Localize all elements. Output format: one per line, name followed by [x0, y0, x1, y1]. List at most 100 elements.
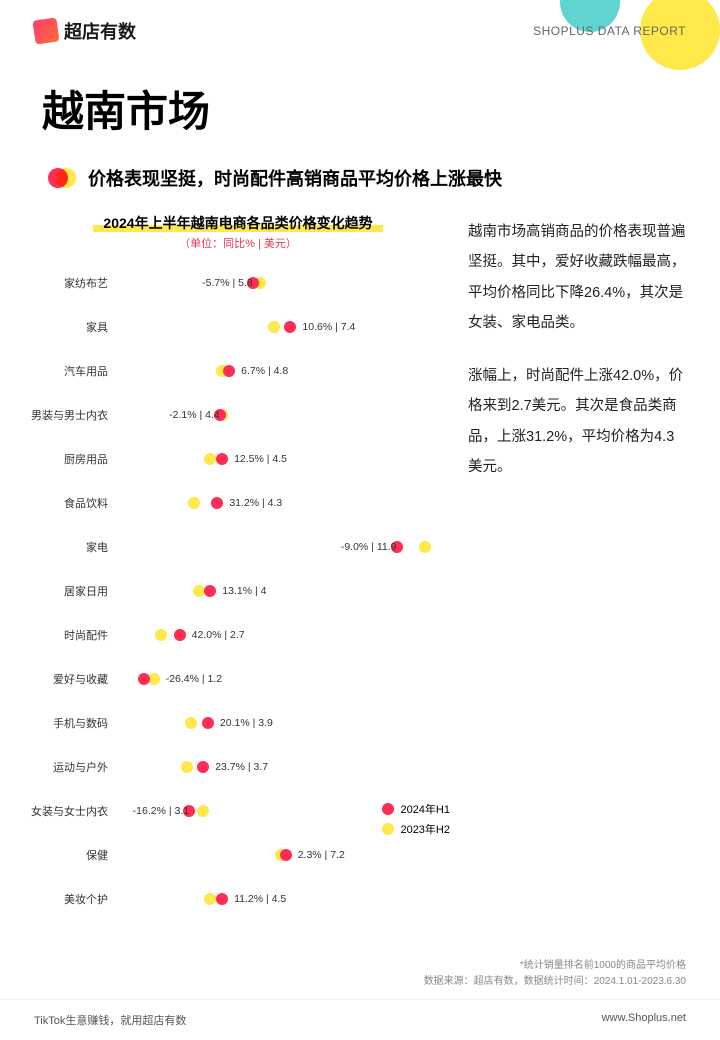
row-track: 6.7% | 4.8 — [116, 349, 458, 393]
row-value: 12.5% | 4.5 — [234, 453, 287, 465]
header: 超店有数 SHOPLUS DATA REPORT — [0, 0, 720, 44]
dot-2023 — [204, 893, 216, 905]
logo-text: 超店有数 — [64, 18, 136, 44]
row-value: 11.2% | 4.5 — [234, 893, 286, 905]
row-label: 爱好与收藏 — [18, 671, 116, 687]
chart-row: 爱好与收藏 -26.4% | 1.2 — [18, 657, 458, 701]
dot-2024 — [223, 365, 235, 377]
legend-dot-red — [382, 803, 394, 815]
dot-2023 — [419, 541, 431, 553]
row-track: -9.0% | 11.9 — [116, 525, 458, 569]
row-value: 13.1% | 4 — [222, 585, 266, 597]
row-label: 女装与女士内衣 — [18, 803, 116, 819]
dot-2023 — [197, 805, 209, 817]
chart-row: 运动与户外 23.7% | 3.7 — [18, 745, 458, 789]
legend-item: 2024年H1 — [382, 801, 450, 817]
dot-2023 — [181, 761, 193, 773]
dot-2024 — [174, 629, 186, 641]
chart-row: 家电 -9.0% | 11.9 — [18, 525, 458, 569]
chart-legend: 2024年H1 2023年H2 — [382, 801, 450, 841]
legend-item: 2023年H2 — [382, 821, 450, 837]
page-title: 越南市场 — [42, 78, 720, 139]
row-track: 11.2% | 4.5 — [116, 877, 458, 921]
footer: TikTok生意赚钱，就用超店有数 www.Shoplus.net — [0, 999, 720, 1040]
legend-label: 2023年H2 — [400, 821, 450, 837]
row-label: 家纺布艺 — [18, 275, 116, 291]
chart-row: 时尚配件 42.0% | 2.7 — [18, 613, 458, 657]
dot-2024 — [211, 497, 223, 509]
dot-2024 — [284, 321, 296, 333]
row-value: 10.6% | 7.4 — [302, 321, 355, 333]
legend-label: 2024年H1 — [400, 801, 450, 817]
dot-2023 — [193, 585, 205, 597]
chart-title: 2024年上半年越南电商各品类价格变化趋势 — [18, 213, 458, 233]
dot-2023 — [185, 717, 197, 729]
row-track: -2.1% | 4.4 — [116, 393, 458, 437]
row-value: 20.1% | 3.9 — [220, 717, 273, 729]
paragraph: 涨幅上，时尚配件上涨42.0%，价格来到2.7美元。其次是食品类商品，上涨31.… — [468, 361, 686, 483]
section-header: 价格表现坚挺，时尚配件高销商品平均价格上涨最快 — [48, 165, 720, 191]
row-label: 运动与户外 — [18, 759, 116, 775]
row-track: 31.2% | 4.3 — [116, 481, 458, 525]
row-value: 6.7% | 4.8 — [241, 365, 288, 377]
dot-2023 — [155, 629, 167, 641]
text-area: 越南市场高销商品的价格表现普遍坚挺。其中，爱好收藏跌幅最高，平均价格同比下降26… — [468, 213, 686, 941]
row-label: 家电 — [18, 539, 116, 555]
row-track: 12.5% | 4.5 — [116, 437, 458, 481]
row-value: -16.2% | 3.1 — [133, 805, 189, 817]
row-track: 13.1% | 4 — [116, 569, 458, 613]
row-track: 20.1% | 3.9 — [116, 701, 458, 745]
row-label: 家具 — [18, 319, 116, 335]
chart-row: 家具 10.6% | 7.4 — [18, 305, 458, 349]
report-tag: SHOPLUS DATA REPORT — [533, 24, 686, 38]
footnote-line: 数据来源：超店有数，数据统计时间：2024.1.01-2023.6.30 — [424, 974, 686, 990]
row-value: 2.3% | 7.2 — [298, 849, 345, 861]
row-value: 23.7% | 3.7 — [215, 761, 268, 773]
row-label: 居家日用 — [18, 583, 116, 599]
row-label: 美妆个护 — [18, 891, 116, 907]
row-label: 时尚配件 — [18, 627, 116, 643]
footer-right: www.Shoplus.net — [602, 1012, 686, 1028]
row-track: 42.0% | 2.7 — [116, 613, 458, 657]
section-title: 价格表现坚挺，时尚配件高销商品平均价格上涨最快 — [88, 165, 502, 191]
dot-2024 — [216, 453, 228, 465]
logo-icon — [32, 17, 59, 44]
row-track: 23.7% | 3.7 — [116, 745, 458, 789]
dot-2024 — [138, 673, 150, 685]
chart-row: 美妆个护 11.2% | 4.5 — [18, 877, 458, 921]
chart-row: 家纺布艺 -5.7% | 5.8 — [18, 261, 458, 305]
row-label: 厨房用品 — [18, 451, 116, 467]
row-value: -2.1% | 4.4 — [169, 409, 220, 421]
row-value: -5.7% | 5.8 — [202, 277, 253, 289]
row-label: 手机与数码 — [18, 715, 116, 731]
row-label: 汽车用品 — [18, 363, 116, 379]
dot-2024 — [204, 585, 216, 597]
row-label: 男装与男士内衣 — [18, 407, 116, 423]
chart-subtitle: （单位：同比% | 美元） — [18, 235, 458, 251]
logo: 超店有数 — [34, 18, 136, 44]
chart-row: 男装与男士内衣 -2.1% | 4.4 — [18, 393, 458, 437]
legend-dot-yellow — [382, 823, 394, 835]
dot-2023 — [204, 453, 216, 465]
row-label: 保健 — [18, 847, 116, 863]
chart-row: 食品饮料 31.2% | 4.3 — [18, 481, 458, 525]
dot-2023 — [188, 497, 200, 509]
chart-row: 居家日用 13.1% | 4 — [18, 569, 458, 613]
dot-2024 — [197, 761, 209, 773]
dot-2023 — [268, 321, 280, 333]
row-label: 食品饮料 — [18, 495, 116, 511]
dot-2024 — [280, 849, 292, 861]
row-value: -26.4% | 1.2 — [166, 673, 222, 685]
dot-2024 — [216, 893, 228, 905]
row-value: -9.0% | 11.9 — [341, 541, 397, 553]
row-track: -5.7% | 5.8 — [116, 261, 458, 305]
footnotes: *统计销量排名前1000的商品平均价格 数据来源：超店有数，数据统计时间：202… — [424, 958, 686, 990]
row-value: 42.0% | 2.7 — [192, 629, 245, 641]
chart-body: 家纺布艺 -5.7% | 5.8 家具 10.6% | 7.4 汽车用品 6.7% | 4… — [18, 261, 458, 941]
paragraph: 越南市场高销商品的价格表现普遍坚挺。其中，爱好收藏跌幅最高，平均价格同比下降26… — [468, 217, 686, 339]
row-track: -26.4% | 1.2 — [116, 657, 458, 701]
row-value: 31.2% | 4.3 — [229, 497, 282, 509]
footer-left: TikTok生意赚钱，就用超店有数 — [34, 1012, 186, 1028]
chart-row: 汽车用品 6.7% | 4.8 — [18, 349, 458, 393]
content: 2024年上半年越南电商各品类价格变化趋势 （单位：同比% | 美元） 家纺布艺… — [0, 213, 720, 941]
